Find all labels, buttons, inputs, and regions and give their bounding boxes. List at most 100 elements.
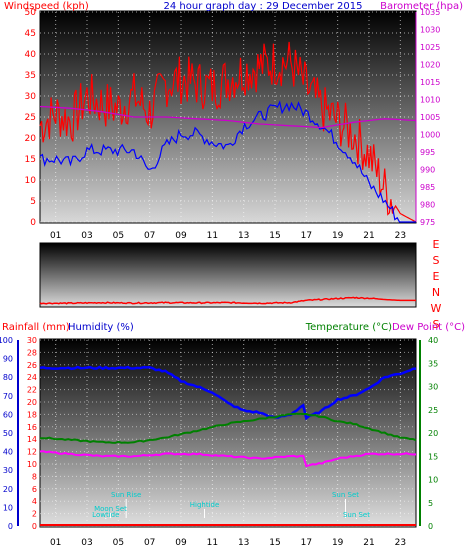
wind-x-tick-label: 01 xyxy=(50,231,61,241)
wind-x-tick-label: 05 xyxy=(113,231,124,241)
lower-x-tick-label: 21 xyxy=(363,538,374,548)
humidity-y-tick-label: 20 xyxy=(3,485,13,494)
lower-x-tick-label: 13 xyxy=(238,538,249,548)
chart-date-title: 24 hour graph day : 29 December 2015 xyxy=(164,1,363,12)
rain-y-tick-label: 10 xyxy=(27,460,37,469)
humidity-y-tick-label: 40 xyxy=(3,448,13,457)
rain-y-tick-label: 18 xyxy=(27,410,37,419)
barometer-title: Barometer (hpa) xyxy=(380,1,463,12)
baro-y-tick-label: 980 xyxy=(420,201,435,210)
rain-y-tick-label: 24 xyxy=(27,373,37,382)
rainfall-title: Rainfall (mm) xyxy=(2,322,70,333)
baro-y-tick-label: 1000 xyxy=(420,131,440,140)
baro-y-tick-label: 990 xyxy=(420,166,435,175)
dewpoint-line xyxy=(39,450,417,468)
lower-x-tick-label: 19 xyxy=(332,538,344,548)
wind-y-tick-label: 45 xyxy=(25,29,36,39)
wind-y-tick-label: 10 xyxy=(25,176,37,186)
series-layer xyxy=(39,41,417,526)
lower-x-tick-label: 09 xyxy=(175,538,187,548)
annotation-label: Sun Set xyxy=(343,511,370,519)
humidity-y-tick-label: 80 xyxy=(3,373,13,382)
rain-y-tick-label: 14 xyxy=(27,435,37,444)
compass-label-3: N xyxy=(432,286,440,299)
rain-y-tick-label: 16 xyxy=(27,423,37,432)
baro-y-tick-label: 1030 xyxy=(420,26,440,35)
lower-x-tick-label: 07 xyxy=(144,538,155,548)
rain-y-tick-label: 4 xyxy=(32,497,37,506)
wind-y-tick-label: 5 xyxy=(30,197,36,207)
baro-y-tick-label: 975 xyxy=(420,218,435,227)
baro-y-tick-label: 1010 xyxy=(420,96,440,105)
wind-y-tick-label: 0 xyxy=(30,218,36,228)
lower-panel-bg xyxy=(39,338,417,528)
wind-x-tick-label: 07 xyxy=(144,231,155,241)
rain-y-tick-label: 30 xyxy=(27,336,37,345)
wind-y-tick-label: 15 xyxy=(25,155,36,165)
annotation-label: Sun Set xyxy=(332,491,359,499)
baro-y-tick-label: 1015 xyxy=(420,78,440,87)
wind-x-tick-label: 19 xyxy=(332,231,344,241)
barometer-line xyxy=(39,105,417,129)
compass-label-2: E xyxy=(433,270,440,283)
annotation-label: Moon Set xyxy=(94,505,127,513)
temp-y-tick-label: 0 xyxy=(428,522,433,531)
wind-x-tick-label: 15 xyxy=(269,231,280,241)
baro-y-tick-label: 995 xyxy=(420,148,435,157)
rain-y-tick-label: 6 xyxy=(32,485,37,494)
humidity-y-tick-label: 10 xyxy=(3,503,13,512)
wind-x-tick-label: 17 xyxy=(301,231,312,241)
rain-y-tick-label: 26 xyxy=(27,361,37,370)
annotation-label: Hightide xyxy=(190,501,220,509)
wind-x-tick-label: 21 xyxy=(363,231,374,241)
annotation-label: Sun Rise xyxy=(111,491,141,499)
rain-y-tick-label: 2 xyxy=(32,510,37,519)
temp-y-tick-label: 35 xyxy=(428,359,438,368)
temp-y-tick-label: 40 xyxy=(428,336,438,345)
direction-panel-bg xyxy=(39,242,417,308)
rain-y-tick-label: 22 xyxy=(27,386,37,395)
humidity-y-tick-label: 0 xyxy=(8,522,13,531)
baro-y-tick-label: 1035 xyxy=(420,8,440,17)
lower-x-tick-label: 15 xyxy=(269,538,280,548)
humidity-title: Humidity (%) xyxy=(68,322,134,333)
temp-y-tick-label: 15 xyxy=(428,452,438,461)
temp-y-tick-label: 20 xyxy=(428,429,438,438)
wind-x-tick-label: 13 xyxy=(238,231,249,241)
baro-y-tick-label: 1020 xyxy=(420,61,440,70)
wind-x-tick-label: 23 xyxy=(395,231,406,241)
avg-wind-line xyxy=(39,100,416,223)
humidity-y-tick-label: 50 xyxy=(3,429,13,438)
lower-x-tick-label: 01 xyxy=(50,538,61,548)
rain-y-tick-label: 0 xyxy=(32,522,37,531)
wind-y-tick-label: 35 xyxy=(25,71,36,81)
temp-y-tick-label: 5 xyxy=(428,499,433,508)
wind-x-tick-label: 09 xyxy=(175,231,187,241)
baro-y-tick-label: 1005 xyxy=(420,113,440,122)
compass-label-1: S xyxy=(433,254,440,267)
temp-y-tick-label: 25 xyxy=(428,406,438,415)
rain-y-tick-label: 28 xyxy=(27,348,37,357)
humidity-line xyxy=(39,365,417,421)
temperature-title: Temperature (°C) xyxy=(305,322,392,333)
wind-direction-line xyxy=(39,296,416,305)
wind-y-tick-label: 20 xyxy=(25,134,37,144)
lower-x-tick-label: 17 xyxy=(301,538,312,548)
wind-y-tick-label: 25 xyxy=(25,113,36,123)
lower-x-tick-label: 23 xyxy=(395,538,406,548)
compass-label-5: S xyxy=(433,318,440,331)
baro-y-tick-label: 985 xyxy=(420,183,435,192)
wind-y-tick-label: 40 xyxy=(25,50,37,60)
temp-y-tick-label: 10 xyxy=(428,476,438,485)
grid-layer xyxy=(40,11,416,527)
rain-y-tick-label: 20 xyxy=(27,398,37,407)
humidity-y-tick-label: 60 xyxy=(3,410,13,419)
temp-y-tick-label: 30 xyxy=(428,383,438,392)
wind-y-tick-label: 50 xyxy=(25,8,37,18)
baro-y-tick-label: 1025 xyxy=(420,43,440,52)
windspeed-title: Windspeed (kph) xyxy=(4,1,89,12)
axes-layer: 01 03 05 07 09 11 13 15 17 19 21 230510152025303540… xyxy=(0,8,440,548)
